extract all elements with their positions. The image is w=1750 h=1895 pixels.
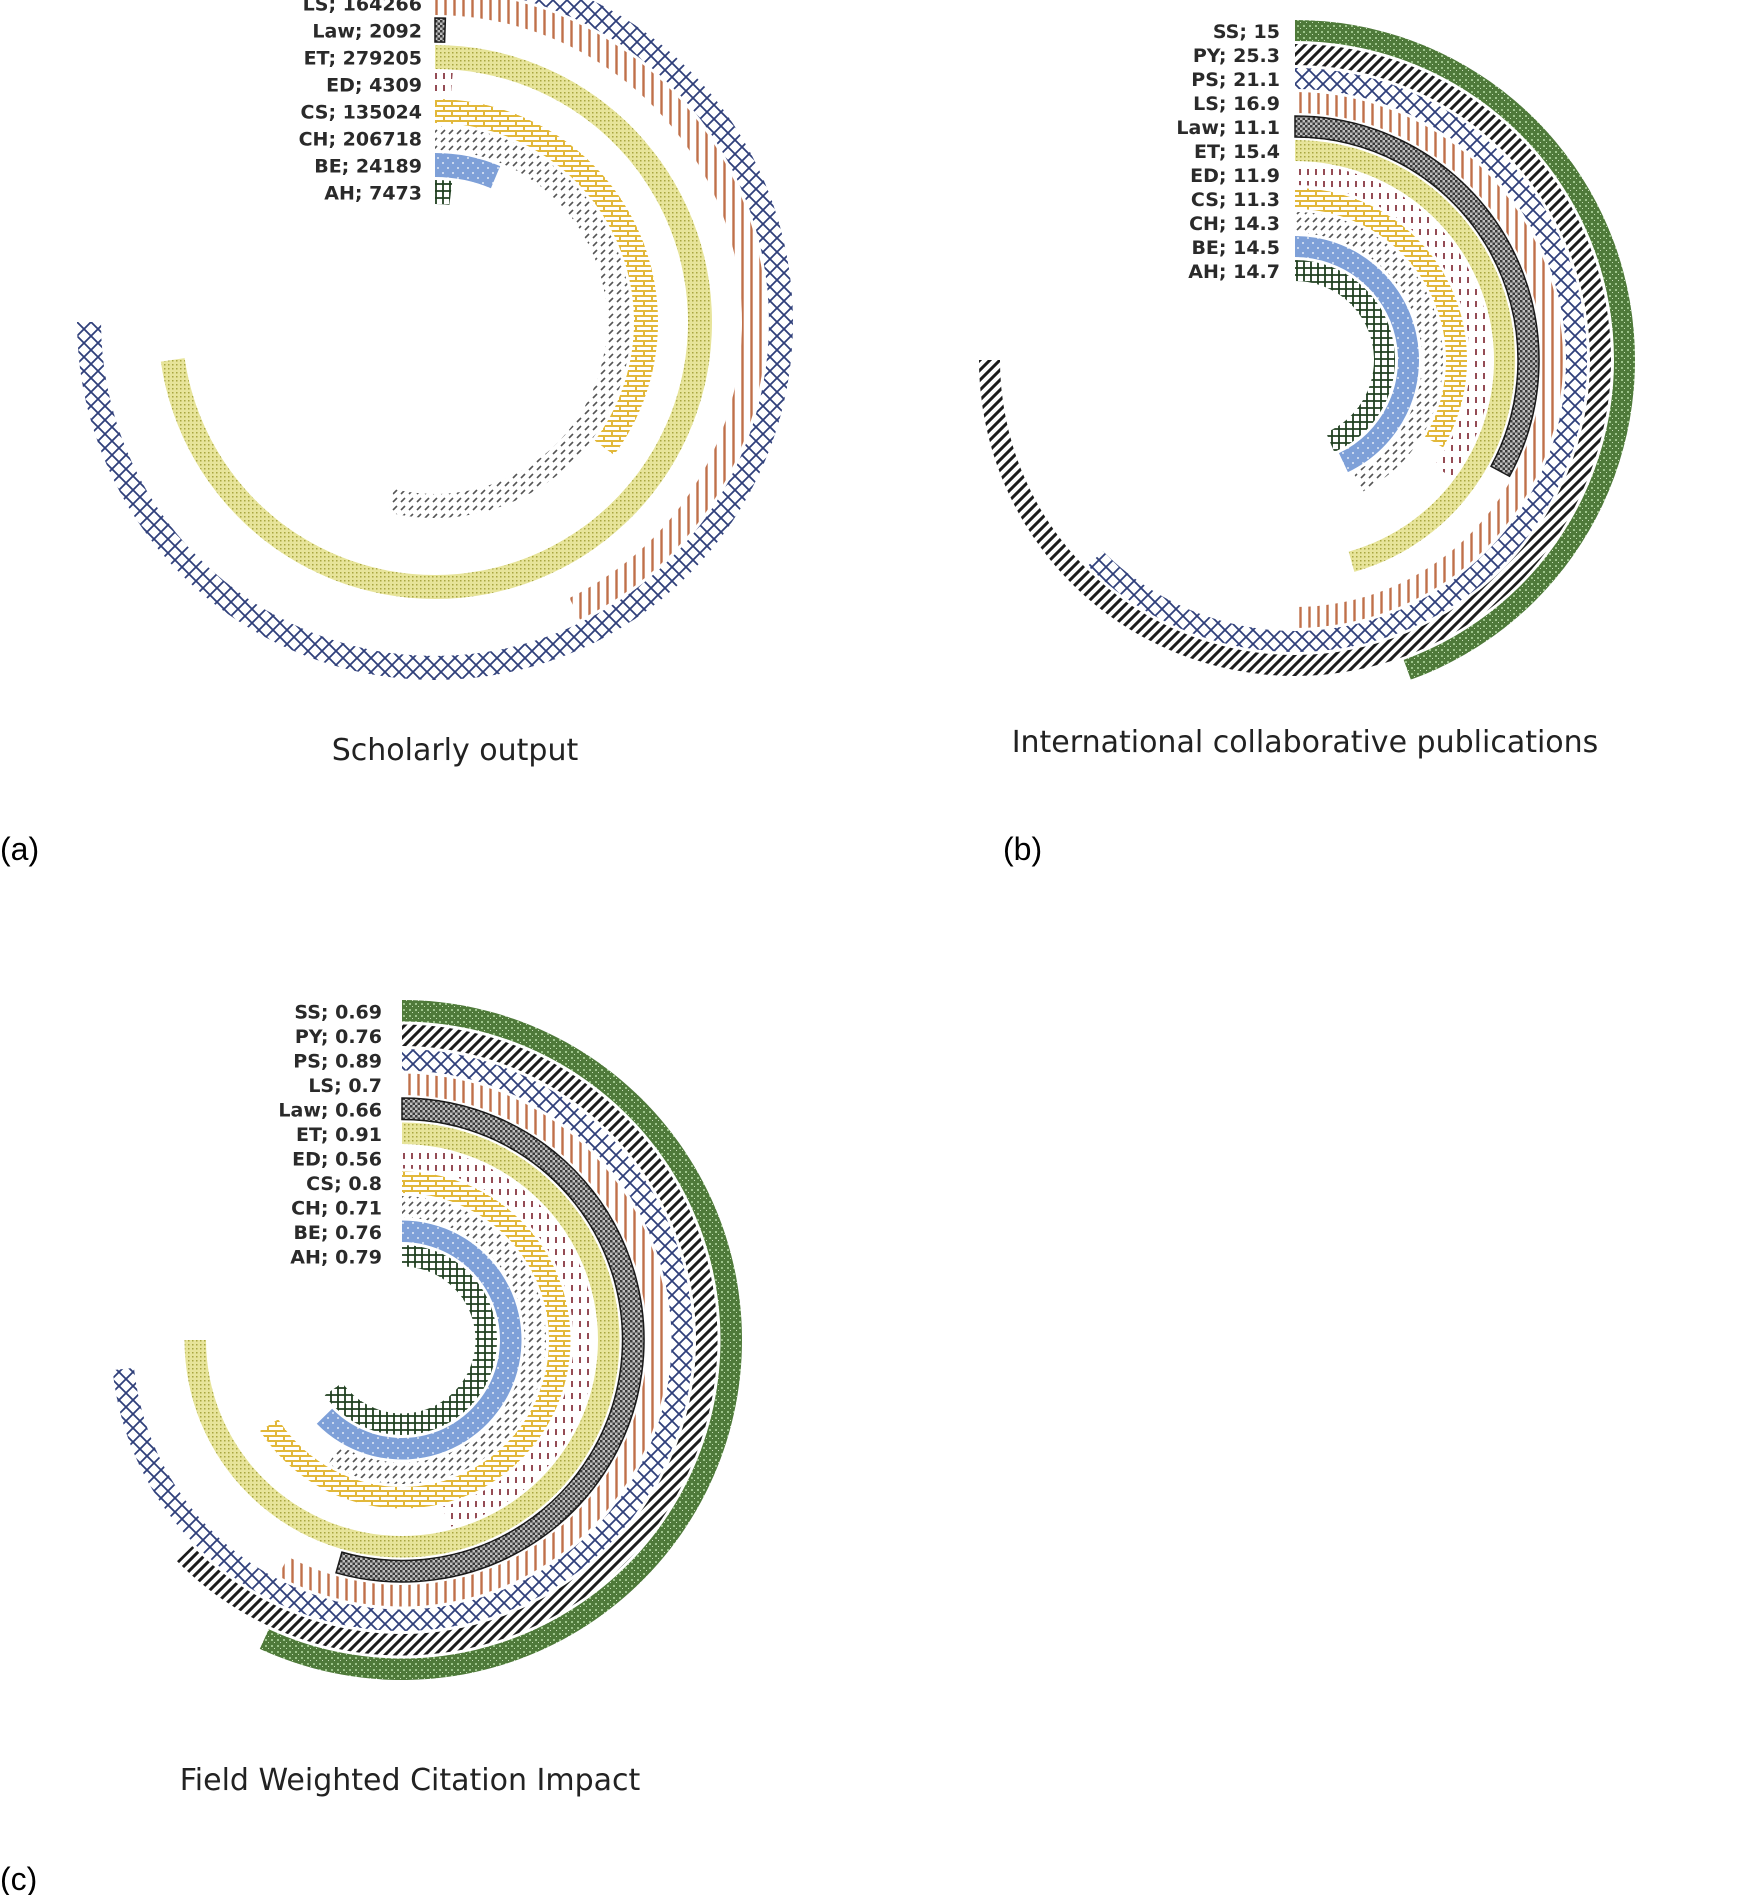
panel-label: (b) [1003, 831, 1042, 867]
radial-chart-1: SS; 26515PY; 3909PS; 287965LS; 164266Law… [0, 0, 793, 867]
arc-cs [1295, 188, 1467, 448]
chart-title: Scholarly output [332, 733, 579, 768]
arc-ed [1295, 164, 1491, 478]
data-label-ss: SS; 0.69 [294, 1001, 382, 1023]
chart-title: International collaborative publications [1012, 725, 1599, 760]
data-label-ls: LS; 16.9 [1193, 93, 1280, 115]
data-label-ch: CH; 206718 [299, 129, 422, 151]
data-label-ah: AH; 0.79 [290, 1246, 382, 1268]
arc-ps [1087, 68, 1587, 652]
data-label-law: Law; 0.66 [278, 1099, 382, 1121]
data-label-et: ET; 279205 [304, 48, 422, 70]
panel-label: (a) [0, 831, 39, 867]
data-label-et: ET; 0.91 [296, 1124, 382, 1146]
data-label-cs: CS; 0.8 [306, 1173, 382, 1195]
arc-py [979, 44, 1611, 676]
arc-law [434, 17, 447, 43]
data-label-cs: CS; 11.3 [1191, 189, 1280, 211]
chart-title: Field Weighted Citation Impact [180, 1763, 641, 1798]
data-label-be: BE; 24189 [314, 156, 422, 178]
panel-label: (c) [0, 1861, 37, 1895]
arc-et [1295, 140, 1515, 572]
arc-be [435, 153, 501, 189]
arc-ah [1295, 260, 1395, 452]
data-label-ch: CH; 14.3 [1189, 213, 1280, 235]
data-label-ps: PS; 0.89 [293, 1050, 382, 1072]
data-label-ss: SS; 15 [1213, 21, 1280, 43]
data-label-ch: CH; 0.71 [291, 1197, 382, 1219]
arc-be [1295, 236, 1419, 473]
data-label-et: ET; 15.4 [1194, 141, 1280, 163]
arc-ch [1295, 212, 1443, 492]
data-label-ls: LS; 164266 [303, 0, 422, 16]
data-label-py: PY; 0.76 [295, 1026, 382, 1048]
data-label-ah: AH; 14.7 [1188, 261, 1280, 283]
arc-py [176, 1024, 718, 1656]
arc-ed [402, 1147, 595, 1528]
data-label-ls: LS; 0.7 [308, 1075, 382, 1097]
data-label-be: BE; 14.5 [1191, 237, 1280, 259]
data-label-be: BE; 0.76 [293, 1222, 382, 1244]
data-label-ps: PS; 21.1 [1191, 69, 1280, 91]
data-label-ed: ED; 0.56 [292, 1148, 382, 1170]
arc-ah [324, 1245, 497, 1435]
data-label-ah: AH; 7473 [324, 183, 422, 205]
data-label-law: Law; 2092 [312, 21, 422, 43]
arc-ah [435, 180, 453, 205]
arc-cs [435, 99, 658, 455]
arc-law [1294, 115, 1540, 478]
data-label-py: PY; 25.3 [1193, 45, 1280, 67]
arc-be [316, 1220, 522, 1460]
data-label-cs: CS; 135024 [300, 102, 422, 124]
arc-law [335, 1097, 645, 1583]
arc-ed [435, 72, 453, 97]
data-label-law: Law; 11.1 [1176, 117, 1280, 139]
data-label-ed: ED; 11.9 [1190, 165, 1280, 187]
data-label-ed: ED; 4309 [326, 75, 422, 97]
arc-ch [328, 1196, 546, 1484]
